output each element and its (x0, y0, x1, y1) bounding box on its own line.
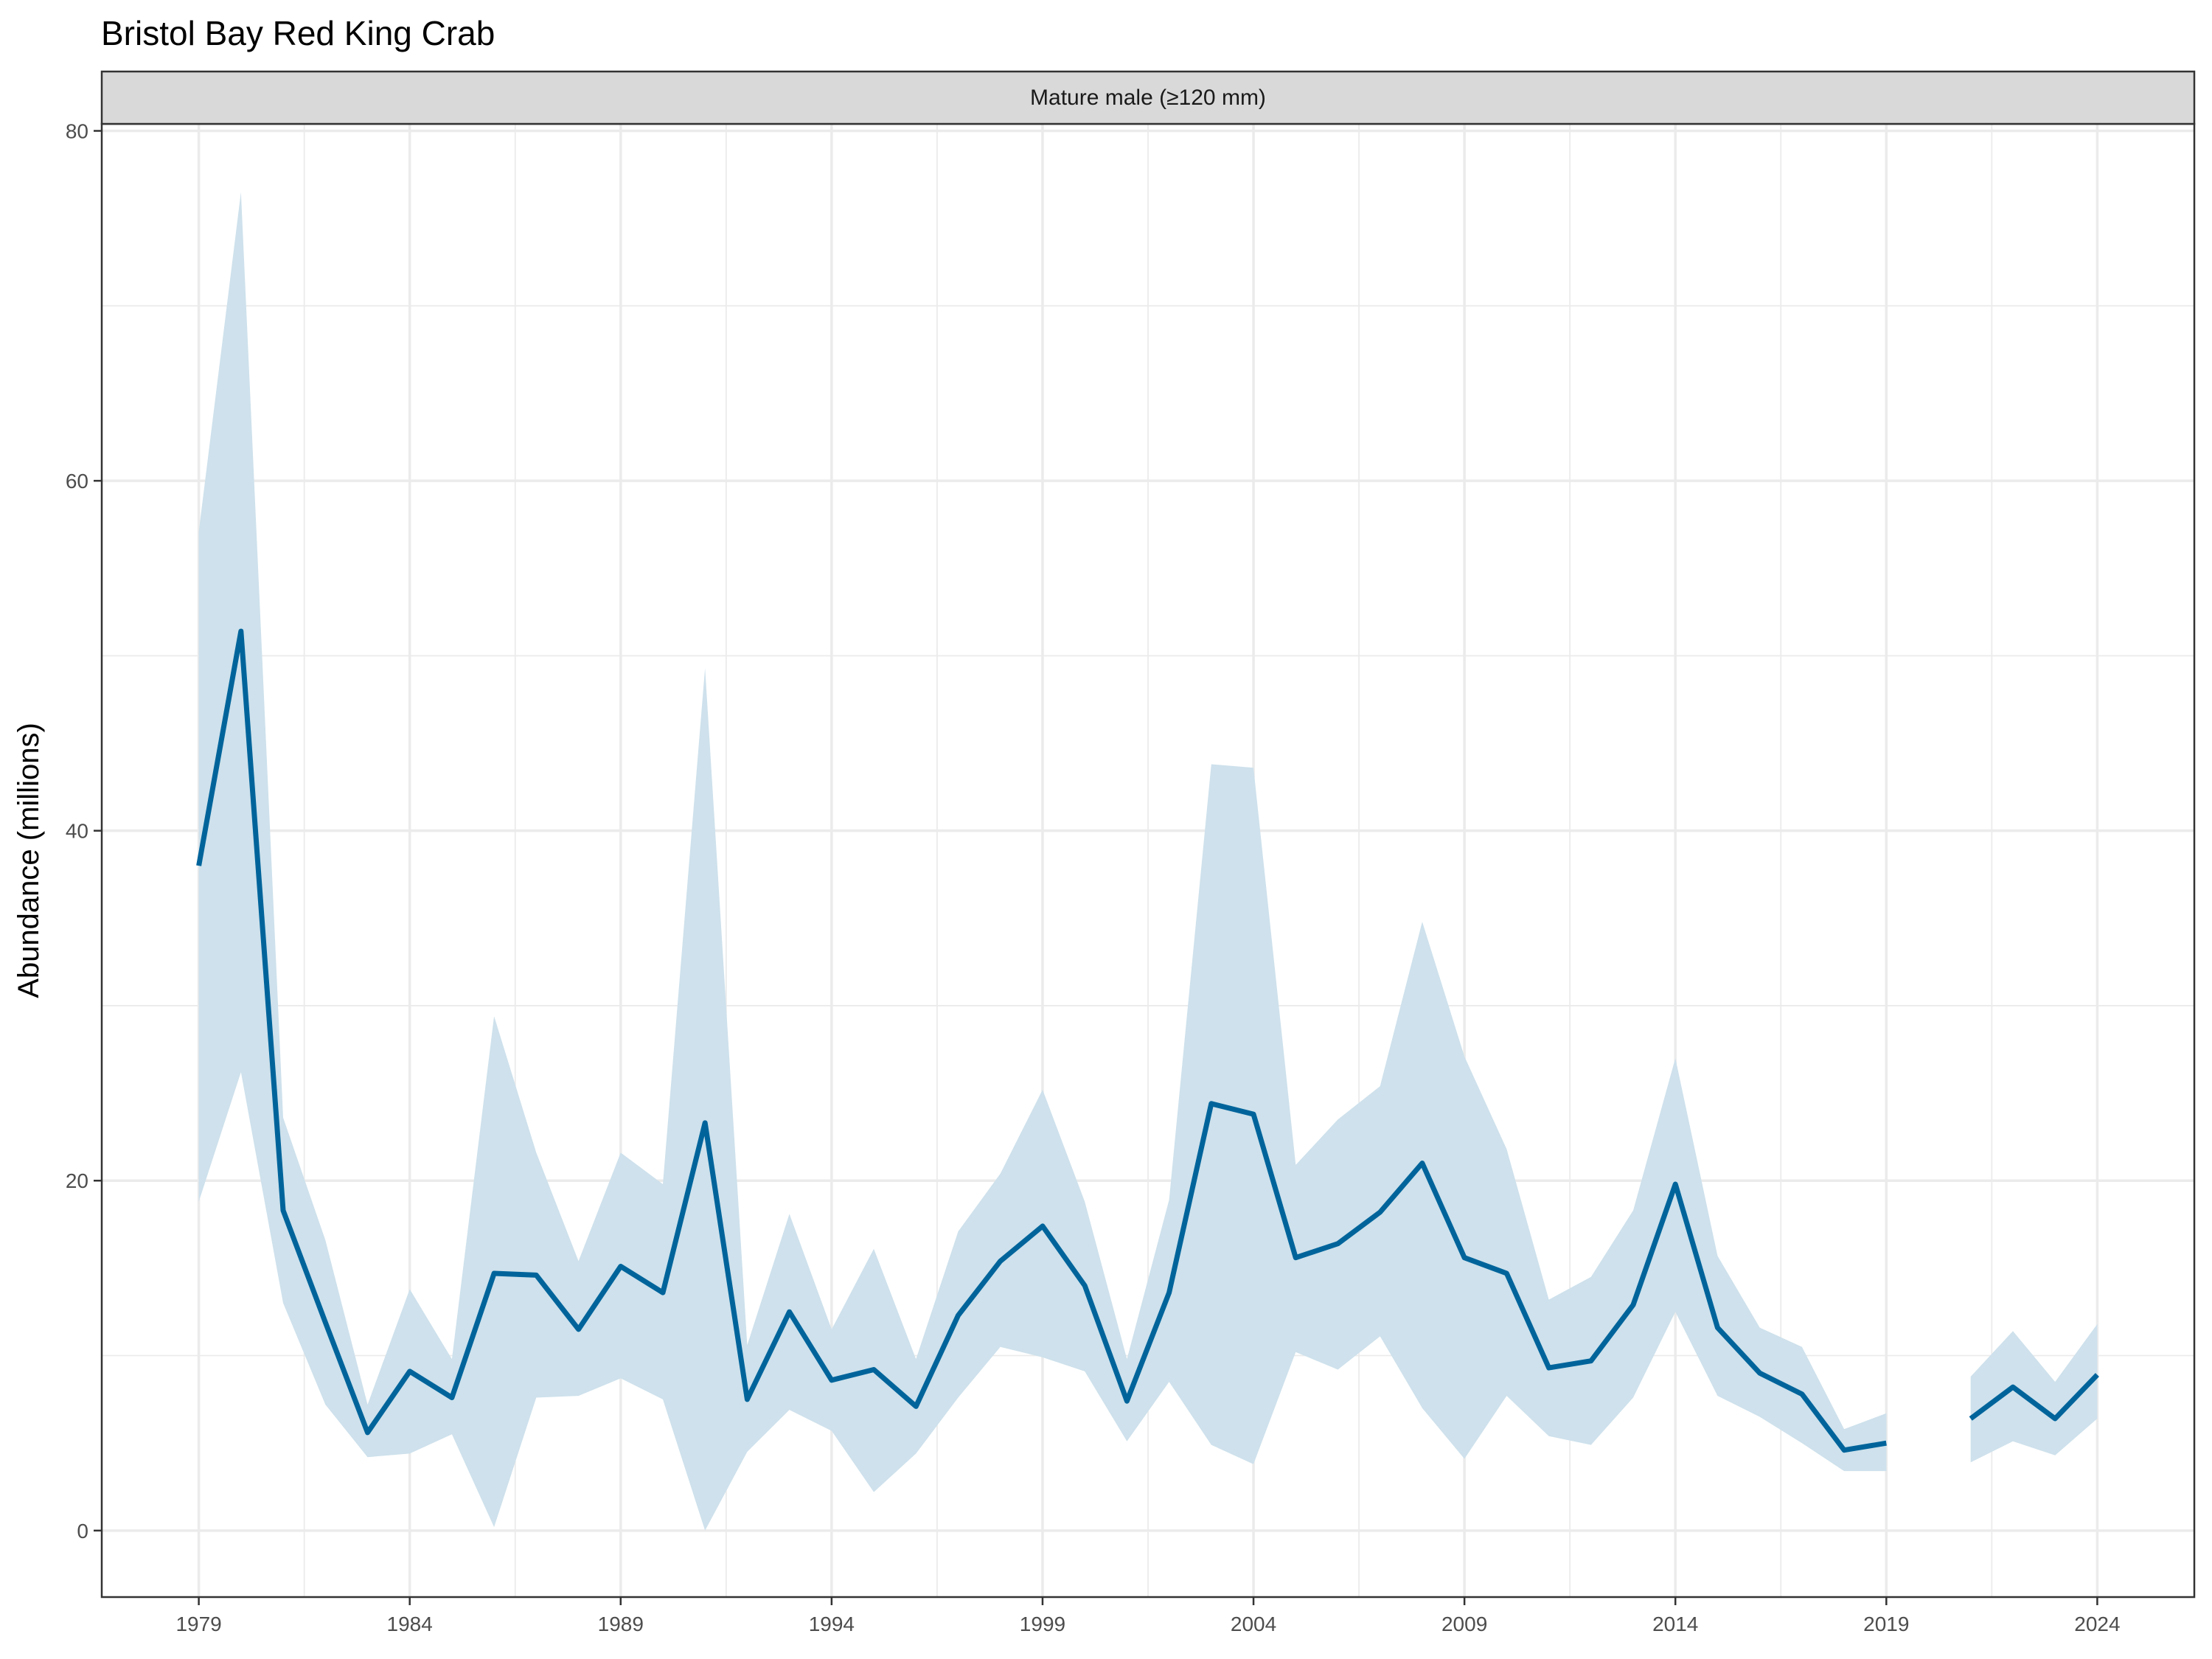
line-segment (1969, 1373, 2099, 1422)
x-tick-label: 2009 (1441, 1613, 1487, 1635)
x-tick-label: 1984 (387, 1613, 433, 1635)
line-segment (196, 628, 1887, 1453)
ribbon-segment (198, 192, 1887, 1531)
strip-label: Mature male (≥120 mm) (1030, 86, 1266, 110)
x-tick-label: 2019 (1863, 1613, 1909, 1635)
y-tick-label: 80 (66, 119, 88, 142)
x-tick-label: 1979 (175, 1613, 221, 1635)
x-tick-label: 1999 (1020, 1613, 1065, 1635)
strip-background (100, 70, 2196, 125)
x-tick-label: 2024 (2074, 1613, 2120, 1635)
y-tick-label: 0 (77, 1520, 88, 1543)
x-tick-label: 2014 (1652, 1613, 1698, 1635)
y-tick-label: 40 (66, 820, 88, 843)
y-axis-title: Abundance (millions) (13, 723, 45, 998)
x-tick-label: 2004 (1231, 1613, 1276, 1635)
x-axis: 1979 1984 1989 1994 1999 2004 2009 2014 2019 2024 (175, 1597, 2121, 1635)
plot-panel (100, 122, 2196, 1599)
x-tick-label: 1994 (809, 1613, 855, 1635)
ribbon-segment (1970, 1324, 2098, 1463)
y-tick-label: 60 (66, 470, 88, 493)
chart-title: Bristol Bay Red King Crab (101, 14, 495, 52)
x-tick-label: 1989 (598, 1613, 644, 1635)
abundance-line (196, 628, 2099, 1453)
y-axis: 0 20 40 60 80 (66, 119, 102, 1543)
facet-strip: Mature male (≥120 mm) (100, 70, 2196, 125)
confidence-band (198, 192, 2098, 1531)
y-tick-label: 20 (66, 1169, 88, 1192)
